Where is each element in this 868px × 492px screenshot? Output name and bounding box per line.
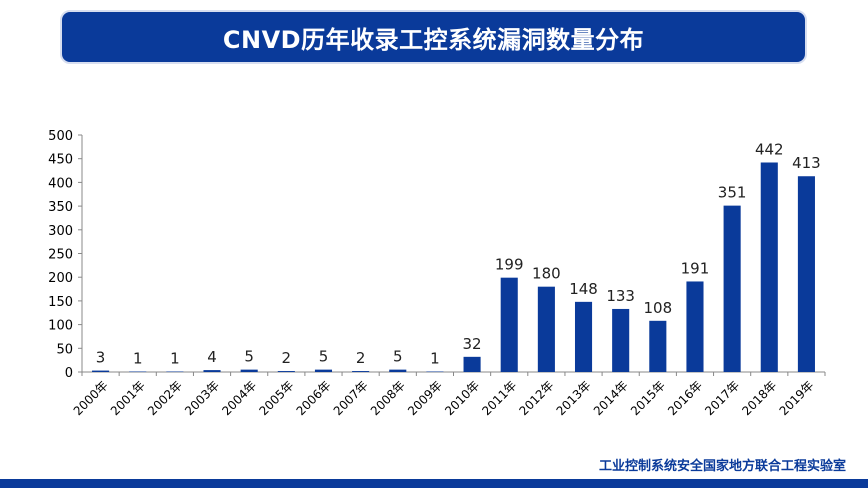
data-label: 1 — [133, 350, 143, 368]
y-tick-label: 0 — [65, 366, 73, 381]
page-title: CNVD历年收录工控系统漏洞数量分布 — [222, 25, 645, 54]
data-label: 1 — [170, 350, 180, 368]
x-tick-label: 2013年 — [554, 378, 594, 418]
source-label: 工业控制系统安全国家地方联合工程实验室 — [598, 459, 846, 474]
bar-2010年 — [463, 356, 481, 372]
y-tick-label: 250 — [48, 248, 73, 263]
y-tick-label: 400 — [48, 176, 73, 191]
bar-2011年 — [500, 277, 518, 372]
x-tick-label: 2018年 — [739, 378, 779, 418]
data-label: 5 — [244, 348, 254, 366]
x-tick-label: 2002年 — [145, 378, 185, 418]
x-tick-label: 2012年 — [517, 378, 557, 418]
bar-2013年 — [574, 301, 593, 372]
bar-2000年 — [92, 370, 110, 372]
x-tick-label: 2001年 — [108, 378, 148, 418]
bar-2014年 — [612, 308, 630, 372]
data-label: 3 — [96, 349, 106, 367]
x-tick-label: 2011年 — [479, 378, 519, 418]
bar-2015年 — [649, 320, 667, 372]
y-tick-label: 500 — [48, 129, 73, 144]
bar-2016年 — [686, 281, 704, 372]
data-label: 442 — [755, 140, 784, 158]
data-label: 133 — [606, 287, 635, 305]
bar-2002年 — [166, 371, 184, 373]
data-label: 108 — [644, 299, 673, 317]
x-tick-label: 2003年 — [182, 378, 222, 418]
y-tick-label: 150 — [48, 295, 73, 310]
bottom-bar — [0, 479, 868, 488]
data-label: 413 — [792, 154, 821, 172]
data-label: 4 — [207, 348, 217, 366]
bar-2005年 — [277, 371, 295, 372]
y-tick-label: 300 — [48, 224, 73, 239]
bar-2001年 — [129, 371, 147, 373]
bar-2007年 — [352, 371, 370, 372]
bar-2012年 — [537, 286, 555, 372]
title-banner: CNVD历年收录工控系统漏洞数量分布 — [60, 10, 807, 64]
y-tick-label: 350 — [48, 200, 73, 215]
x-tick-label: 2000年 — [71, 378, 111, 418]
data-label: 2 — [356, 349, 366, 367]
x-tick-label: 2014年 — [591, 378, 631, 418]
data-label: 191 — [681, 259, 710, 277]
x-tick-label: 2004年 — [219, 378, 259, 418]
bar-2018年 — [760, 162, 778, 372]
x-tick-label: 2009年 — [405, 378, 445, 418]
bar-2006年 — [314, 369, 333, 372]
x-tick-label: 2019年 — [777, 378, 817, 418]
x-tick-label: 2017年 — [702, 378, 742, 418]
bar-2017年 — [723, 205, 741, 372]
x-tick-label: 2015年 — [628, 378, 668, 418]
x-tick-label: 2007年 — [331, 378, 371, 418]
x-tick-label: 2005年 — [256, 378, 296, 418]
data-label: 5 — [319, 348, 329, 366]
data-label: 199 — [495, 256, 524, 274]
data-label: 2 — [282, 349, 292, 367]
bar-2003年 — [203, 370, 221, 372]
x-tick-label: 2010年 — [442, 378, 482, 418]
data-label: 5 — [393, 348, 403, 366]
x-tick-label: 2006年 — [294, 378, 334, 418]
bar-2004年 — [240, 369, 258, 372]
data-label: 351 — [718, 184, 747, 202]
bar-2009年 — [426, 371, 444, 373]
x-tick-label: 2016年 — [665, 378, 705, 418]
y-tick-label: 50 — [56, 342, 73, 357]
y-tick-label: 450 — [48, 153, 73, 168]
y-tick-label: 200 — [48, 271, 73, 286]
data-label: 148 — [569, 280, 598, 298]
bar-2008年 — [389, 369, 407, 372]
bar-2019年 — [797, 176, 815, 372]
data-label: 32 — [463, 335, 482, 353]
data-label: 1 — [430, 350, 440, 368]
y-tick-label: 100 — [48, 319, 73, 334]
data-label: 180 — [532, 265, 561, 283]
x-tick-label: 2008年 — [368, 378, 408, 418]
